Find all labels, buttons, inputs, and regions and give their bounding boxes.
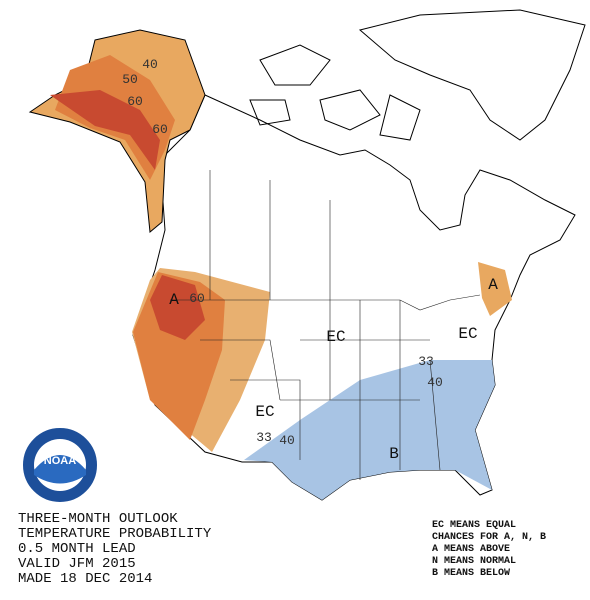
- category-label: A: [488, 276, 498, 294]
- greenland: [358, 9, 586, 141]
- title-line: THREE-MONTH OUTLOOK: [18, 511, 178, 527]
- legend-line: B MEANS BELOW: [432, 568, 510, 579]
- noaa-logo-wave: [34, 455, 86, 484]
- contour-label: 40: [427, 375, 443, 390]
- northeast-above: [478, 262, 512, 316]
- southeast-below: [244, 360, 495, 500]
- title-line: MADE 18 DEC 2014: [18, 571, 152, 587]
- contour-label: 40: [142, 57, 158, 72]
- legend-line: EC MEANS EQUAL: [432, 520, 516, 531]
- legend-line: CHANCES FOR A, N, B: [432, 532, 546, 543]
- alaska-above-high: [50, 90, 160, 170]
- borders: [170, 170, 481, 480]
- title-line: VALID JFM 2015: [18, 556, 136, 572]
- category-label: EC: [255, 403, 274, 421]
- legend-line: N MEANS NORMAL: [432, 556, 516, 567]
- category-label: B: [389, 445, 399, 463]
- contour-label: 60: [189, 291, 205, 306]
- contour-label: 33: [256, 430, 272, 445]
- logo-text: NOAA: [44, 455, 76, 467]
- title-line: TEMPERATURE PROBABILITY: [18, 526, 212, 542]
- contour-label: 50: [122, 72, 138, 87]
- category-label: EC: [326, 328, 345, 346]
- contour-label: 60: [152, 122, 168, 137]
- title-line: 0.5 MONTH LEAD: [18, 541, 136, 557]
- west-above-high: [150, 275, 205, 340]
- contour-label: 40: [279, 433, 295, 448]
- category-label: EC: [458, 325, 477, 343]
- contour-label: 60: [127, 94, 143, 109]
- legend-line: A MEANS ABOVE: [432, 544, 510, 555]
- contour-label: 33: [418, 354, 434, 369]
- category-label: A: [169, 291, 179, 309]
- arctic-islands: [249, 44, 421, 141]
